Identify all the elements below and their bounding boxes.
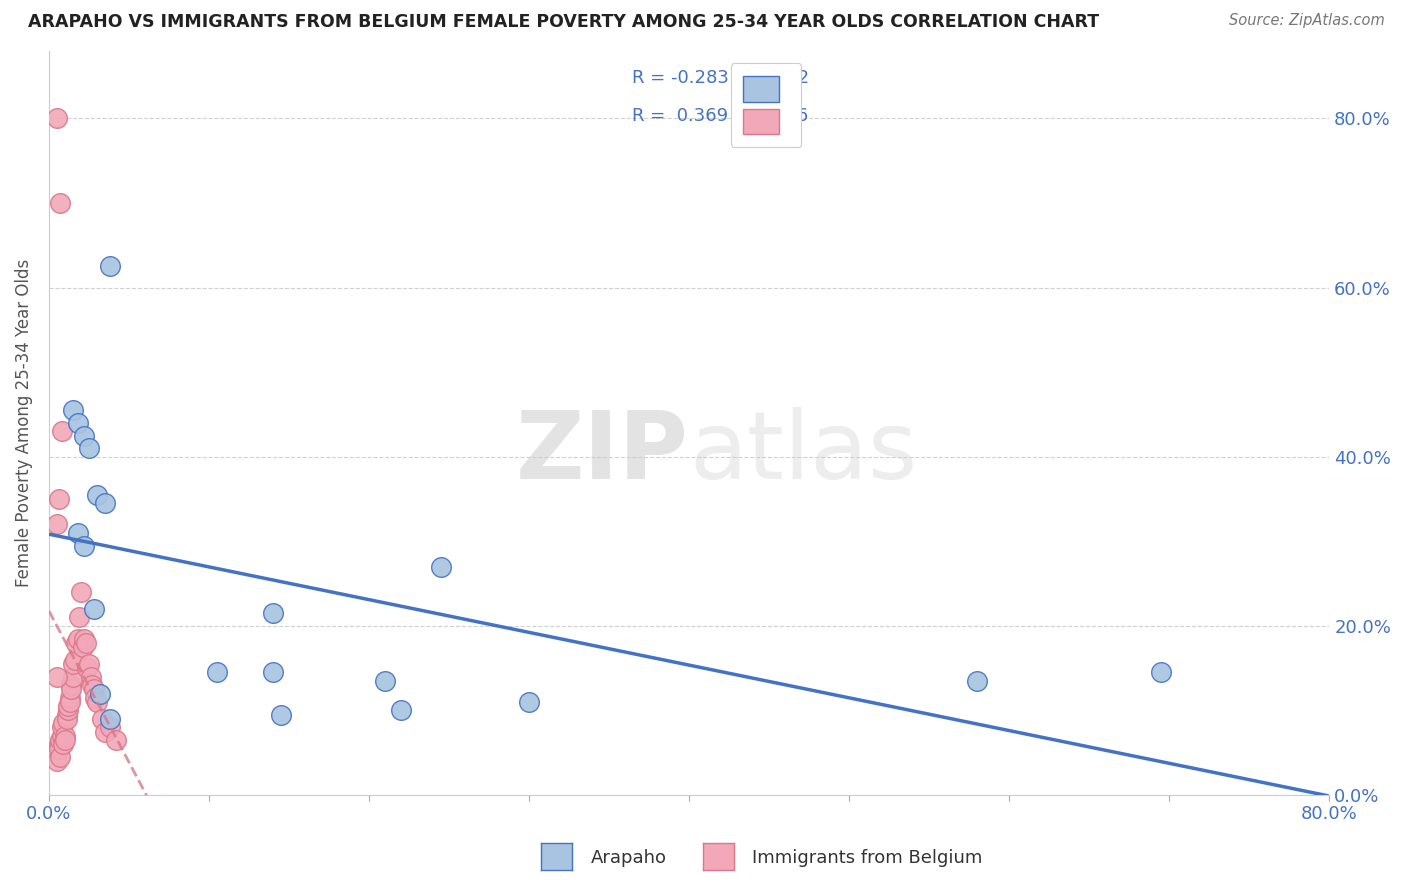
Point: [77, 442, 100, 456]
Point: [94, 496, 117, 510]
Text: Arapaho: Arapaho: [591, 849, 666, 867]
Point: [51, 729, 73, 743]
Point: [51, 720, 73, 734]
Point: [98, 712, 121, 726]
Point: [270, 707, 292, 722]
Point: [262, 606, 284, 620]
Point: [46, 754, 69, 768]
Point: [75, 636, 97, 650]
Point: [55, 707, 77, 722]
Legend: , : ,: [731, 63, 801, 147]
Point: [72, 640, 94, 654]
Text: Source: ZipAtlas.com: Source: ZipAtlas.com: [1229, 13, 1385, 29]
Point: [98, 260, 121, 274]
Point: [48, 491, 70, 506]
Text: ARAPAHO VS IMMIGRANTS FROM BELGIUM FEMALE POVERTY AMONG 25-34 YEAR OLDS CORRELAT: ARAPAHO VS IMMIGRANTS FROM BELGIUM FEMAL…: [28, 13, 1099, 31]
Point: [82, 678, 104, 692]
Point: [430, 559, 453, 574]
Point: [76, 661, 98, 675]
Point: [262, 665, 284, 680]
Point: [53, 729, 76, 743]
Point: [56, 699, 79, 714]
Point: [73, 539, 96, 553]
Point: [98, 720, 121, 734]
Text: ZIP: ZIP: [516, 407, 689, 499]
Point: [62, 670, 84, 684]
Text: R =  0.369   N = 46: R = 0.369 N = 46: [631, 106, 808, 125]
Point: [46, 112, 69, 126]
Point: [59, 690, 82, 705]
Point: [59, 695, 82, 709]
Point: [517, 695, 540, 709]
Point: [86, 695, 108, 709]
Point: [46, 517, 69, 532]
Y-axis label: Female Poverty Among 25-34 Year Olds: Female Poverty Among 25-34 Year Olds: [15, 259, 32, 587]
Point: [83, 602, 105, 616]
Point: [66, 632, 89, 646]
Point: [966, 673, 988, 688]
Point: [63, 653, 86, 667]
Point: [49, 196, 72, 211]
Point: [46, 670, 69, 684]
Point: [52, 737, 75, 751]
Text: R = -0.283   N = 22: R = -0.283 N = 22: [631, 70, 808, 87]
Point: [66, 416, 89, 430]
Point: [67, 610, 90, 624]
Point: [56, 703, 79, 717]
Point: [65, 636, 87, 650]
Point: [73, 428, 96, 442]
Point: [48, 737, 70, 751]
Point: [60, 682, 83, 697]
Text: Immigrants from Belgium: Immigrants from Belgium: [752, 849, 983, 867]
Point: [73, 632, 96, 646]
Point: [1150, 665, 1173, 680]
Point: [53, 733, 76, 747]
Point: [77, 657, 100, 671]
Point: [51, 425, 73, 439]
Point: [205, 665, 228, 680]
Point: [66, 525, 89, 540]
Point: [55, 712, 77, 726]
Point: [105, 733, 128, 747]
Point: [374, 673, 396, 688]
Point: [48, 741, 70, 756]
Point: [62, 403, 84, 417]
Text: atlas: atlas: [689, 407, 917, 499]
Point: [49, 733, 72, 747]
Point: [84, 690, 107, 705]
Point: [70, 585, 93, 599]
Point: [62, 657, 84, 671]
Point: [389, 703, 412, 717]
Point: [79, 670, 101, 684]
Point: [89, 687, 111, 701]
Point: [86, 488, 108, 502]
Point: [49, 750, 72, 764]
Point: [94, 724, 117, 739]
Point: [60, 678, 83, 692]
Point: [52, 716, 75, 731]
Point: [90, 712, 112, 726]
Point: [83, 682, 105, 697]
